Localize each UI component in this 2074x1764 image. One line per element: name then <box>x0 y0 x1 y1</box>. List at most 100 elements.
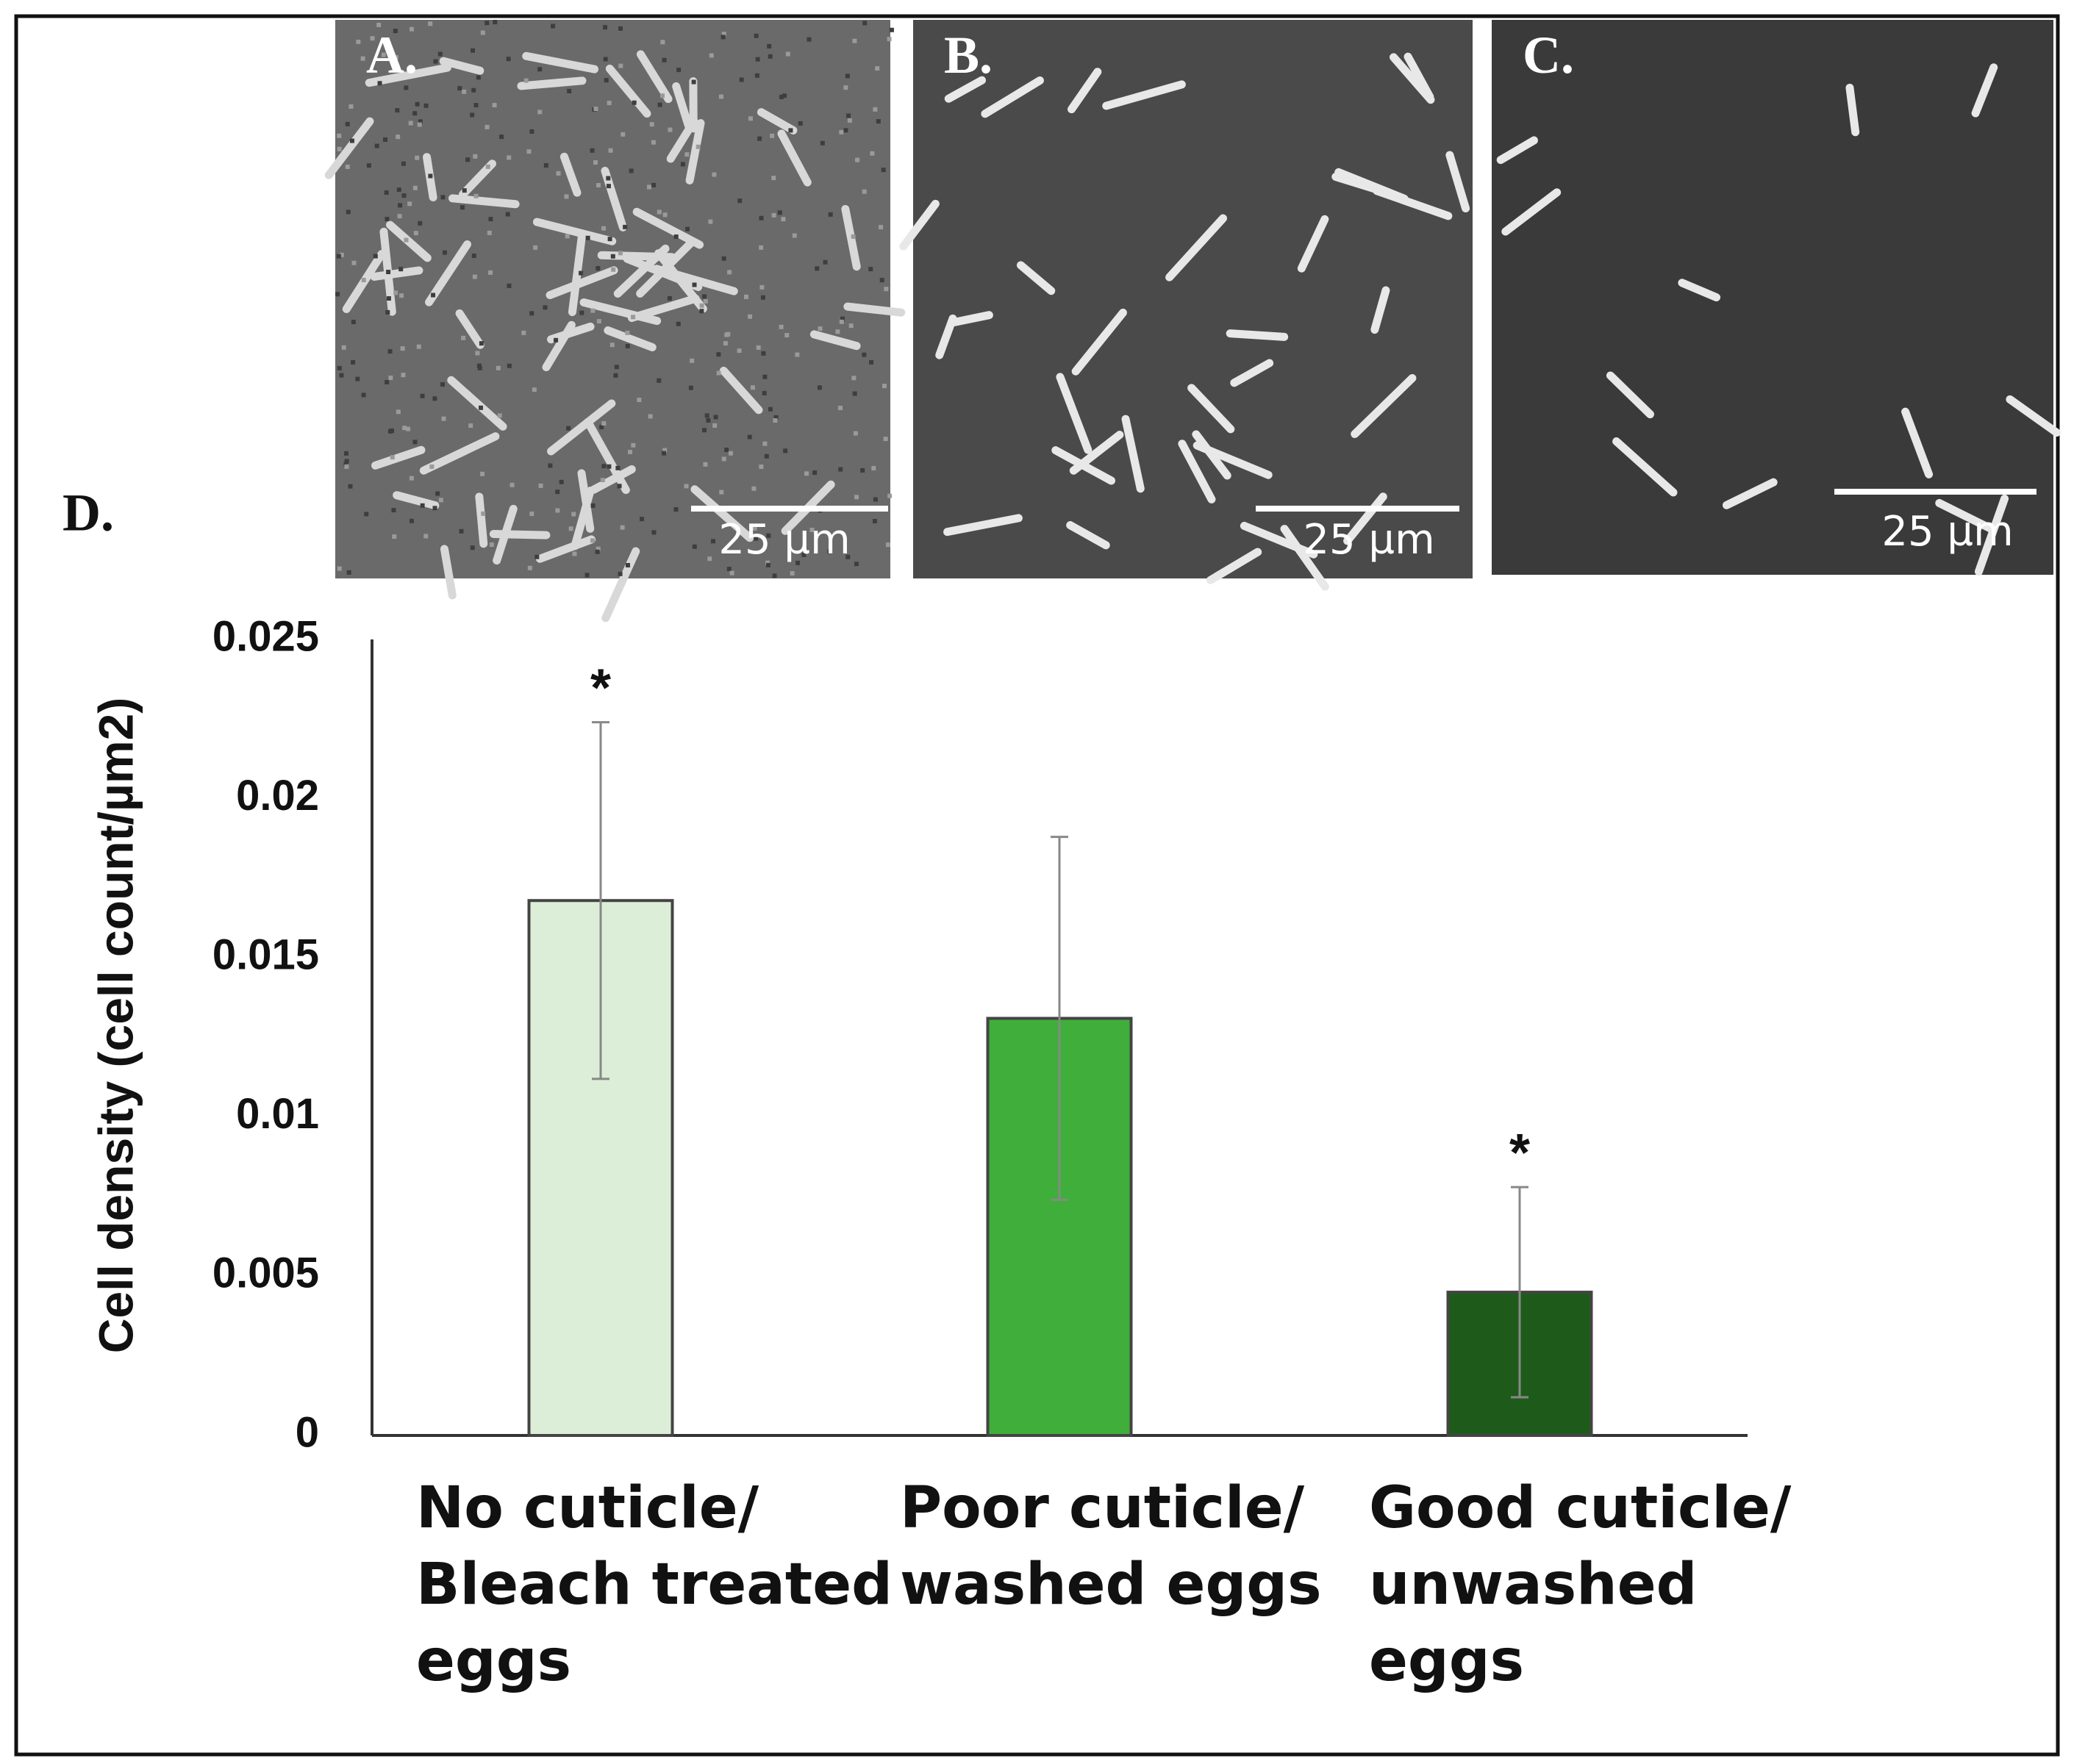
texture <box>585 235 590 240</box>
texture <box>881 168 886 173</box>
x-tick-label: unwashed <box>1369 1552 1697 1618</box>
texture <box>396 409 401 415</box>
texture <box>684 484 689 489</box>
texture <box>724 332 729 337</box>
bacterium <box>571 487 595 551</box>
bacterium <box>1178 440 1216 503</box>
texture <box>343 462 348 467</box>
texture <box>507 155 512 160</box>
texture <box>505 212 510 217</box>
texture <box>402 426 407 431</box>
texture <box>506 57 511 62</box>
texture <box>759 215 764 220</box>
texture <box>385 217 390 222</box>
texture <box>537 67 543 72</box>
texture <box>756 345 761 350</box>
error-bar <box>592 721 609 1080</box>
texture <box>801 552 807 557</box>
texture <box>489 542 494 548</box>
texture <box>884 287 889 292</box>
texture <box>783 448 788 453</box>
texture <box>429 464 435 469</box>
texture <box>420 393 425 398</box>
texture <box>719 490 724 495</box>
texture <box>668 127 673 132</box>
texture <box>364 512 369 517</box>
bacterium <box>493 504 518 565</box>
bacterium <box>1297 215 1329 273</box>
texture <box>680 162 685 167</box>
texture <box>777 210 782 215</box>
texture <box>851 234 856 239</box>
texture <box>590 148 595 153</box>
texture <box>701 294 707 299</box>
texture <box>601 421 607 426</box>
texture <box>399 293 404 298</box>
texture <box>548 463 553 468</box>
texture <box>479 405 484 410</box>
texture <box>617 484 622 489</box>
texture <box>339 373 344 378</box>
texture <box>795 560 801 565</box>
texture <box>699 303 704 308</box>
texture <box>499 135 504 140</box>
texture <box>820 140 825 146</box>
texture <box>459 528 464 534</box>
texture <box>818 326 823 331</box>
bacterium <box>943 514 1023 537</box>
texture <box>492 103 497 108</box>
texture <box>716 352 721 357</box>
x-tick-label: Poor cuticle/ <box>900 1475 1305 1541</box>
bacterium <box>1192 430 1231 480</box>
texture <box>360 56 365 61</box>
texture <box>461 335 466 340</box>
texture <box>532 387 537 392</box>
texture <box>854 495 859 500</box>
bacterium <box>547 322 595 344</box>
texture <box>381 52 386 57</box>
texture <box>366 163 371 168</box>
texture <box>703 462 708 467</box>
texture <box>595 549 600 554</box>
texture <box>435 491 440 496</box>
texture <box>838 406 843 411</box>
bacterium <box>1102 80 1186 110</box>
texture <box>348 104 354 109</box>
texture <box>484 21 490 26</box>
texture <box>393 29 398 34</box>
texture <box>348 484 353 489</box>
texture <box>720 35 726 40</box>
texture <box>415 101 420 107</box>
y-tick-label: 0.015 <box>212 931 319 979</box>
texture <box>543 305 548 310</box>
texture <box>651 530 657 535</box>
texture <box>765 560 770 565</box>
texture <box>817 385 822 390</box>
texture <box>404 85 409 90</box>
texture <box>440 195 446 200</box>
texture <box>564 194 569 199</box>
texture <box>852 38 857 43</box>
texture <box>712 423 718 428</box>
scale-bar-label: 25 µm <box>1303 516 1434 564</box>
bacterium <box>636 50 673 104</box>
y-tick-label: 0 <box>296 1408 319 1456</box>
texture <box>848 323 854 329</box>
texture <box>804 471 809 476</box>
texture <box>781 217 786 222</box>
texture <box>361 392 366 398</box>
texture <box>344 459 349 464</box>
texture <box>676 321 681 326</box>
texture <box>712 172 717 177</box>
texture <box>618 63 623 68</box>
texture <box>462 89 467 94</box>
texture <box>869 359 874 365</box>
bacterium <box>455 309 484 349</box>
texture <box>660 40 665 45</box>
texture <box>768 406 773 412</box>
bacterium <box>365 63 451 87</box>
bacterium <box>532 218 617 245</box>
texture <box>709 53 714 58</box>
texture <box>773 418 778 423</box>
bacterium <box>1331 172 1392 197</box>
